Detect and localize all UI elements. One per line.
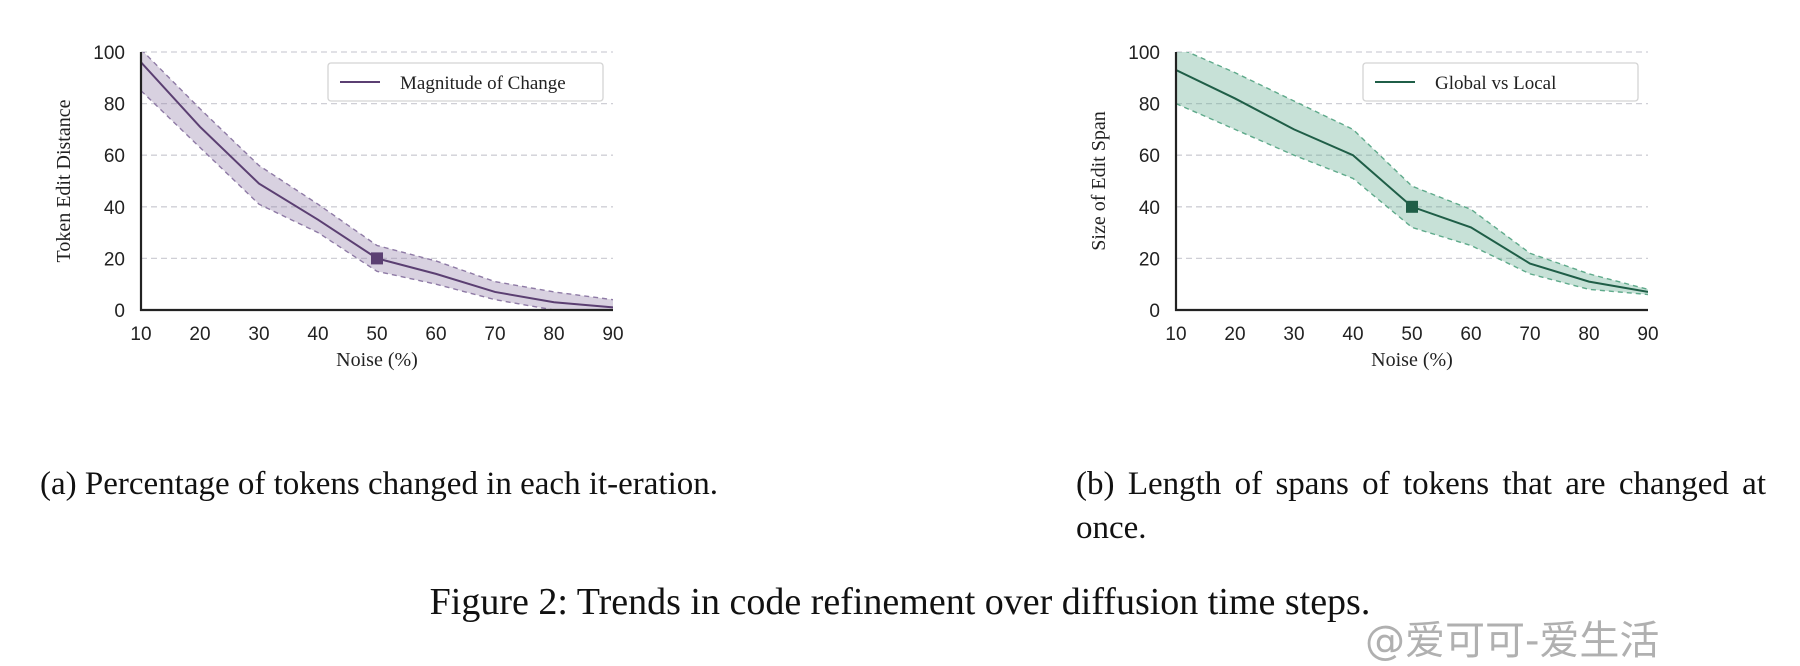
chart-a-y-tick-label: 40: [104, 198, 125, 219]
chart-b-svg: 10 20 30 40 50 60 70 80 90 0 20 40 60 80 100 Noise (%) S…: [1088, 43, 1659, 371]
chart-b-x-tick-label: 60: [1460, 324, 1481, 345]
chart-panel-b: 10 20 30 40 50 60 70 80 90 0 20 40 60 80 100 Noise (%) S…: [1065, 0, 1785, 430]
chart-b-x-tick-label: 40: [1342, 324, 1363, 345]
chart-a-x-axis-title: Noise (%): [336, 349, 418, 371]
chart-b-x-tick-label: 30: [1283, 324, 1304, 345]
chart-a-band-upper-edge: [142, 52, 613, 301]
chart-a-y-tick-label: 0: [114, 301, 125, 322]
chart-b-legend-label: Global vs Local: [1435, 73, 1556, 94]
chart-a-y-tick-label: 60: [104, 146, 125, 167]
chart-b-legend-box: [1362, 62, 1639, 102]
watermark: @爱可可-爱生活: [1365, 618, 1660, 664]
chart-a-x-tick-label: 60: [425, 324, 446, 345]
chart-b-y-axis-title: Size of Edit Span: [1088, 111, 1110, 250]
chart-b-x-axis-title: Noise (%): [1371, 349, 1453, 371]
chart-b-y-tick-label: 40: [1139, 198, 1160, 219]
chart-a-x-tick-label: 70: [484, 324, 505, 345]
chart-a-highlight-marker: [371, 252, 383, 265]
chart-b-y-tick-label: 100: [1128, 43, 1160, 64]
chart-b-x-tick-label: 90: [1637, 324, 1658, 345]
chart-b-x-tick-label: 50: [1401, 324, 1422, 345]
chart-a-x-tick-label: 50: [366, 324, 387, 345]
line-chart-a: 10 20 30 40 50 60 70 80 90 0 20 40 60 80 100 Noise (%) T…: [30, 30, 750, 430]
chart-a-y-tick-label: 20: [104, 249, 125, 270]
chart-a-legend-label: Magnitude of Change: [400, 73, 566, 94]
chart-a-x-tick-label: 40: [307, 324, 328, 345]
chart-b-x-tick-label: 10: [1165, 324, 1186, 345]
chart-a-svg: 10 20 30 40 50 60 70 80 90 0 20 40 60 80 100 Noise (%) T…: [53, 43, 624, 371]
chart-b-y-tick-label: 20: [1139, 249, 1160, 270]
chart-a-x-tick-label: 20: [189, 324, 210, 345]
subfigure-caption-a: (a) Percentage of tokens changed in each…: [40, 466, 719, 502]
chart-b-band-lower-edge: [1176, 102, 1648, 296]
chart-b-y-tick-label: 60: [1139, 146, 1160, 167]
chart-b-x-tick-label: 70: [1519, 324, 1540, 345]
chart-a-y-tick-label: 80: [104, 95, 125, 116]
chart-a-y-tick-label: 100: [93, 43, 125, 64]
chart-b-x-tick-label: 20: [1224, 324, 1245, 345]
chart-b-y-tick-label: 0: [1149, 301, 1160, 322]
subfigure-caption-b: (b) Length of spans of tokens that are c…: [1076, 466, 1766, 546]
chart-b-confidence-band: [1176, 52, 1648, 295]
chart-b-highlight-marker: [1406, 200, 1418, 213]
chart-a-band-lower-edge: [141, 90, 613, 310]
chart-a-legend-box: [327, 62, 604, 102]
chart-panel-a: 10 20 30 40 50 60 70 80 90 0 20 40 60 80 100 Noise (%) T…: [30, 0, 750, 430]
chart-b-y-tick-label: 80: [1139, 95, 1160, 116]
figure-caption: Figure 2: Trends in code refinement over…: [429, 581, 1371, 623]
chart-a-x-tick-label: 10: [130, 324, 151, 345]
chart-a-x-tick-label: 30: [248, 324, 269, 345]
chart-b-x-tick-label: 80: [1578, 324, 1599, 345]
chart-a-x-tick-label: 80: [543, 324, 564, 345]
line-chart-b: 10 20 30 40 50 60 70 80 90 0 20 40 60 80 100 Noise (%) S…: [1065, 30, 1785, 430]
chart-a-x-tick-label: 90: [602, 324, 623, 345]
chart-a-y-axis-title: Token Edit Distance: [53, 99, 75, 262]
